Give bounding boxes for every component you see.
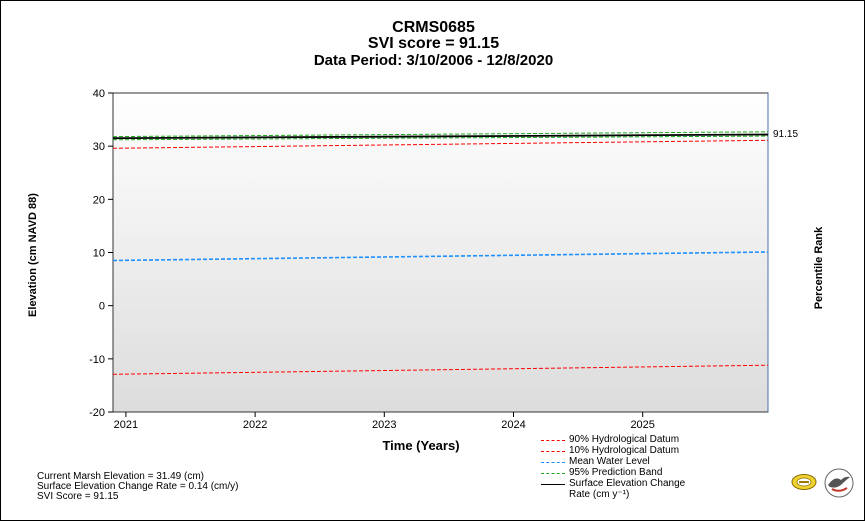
series-line	[112, 251, 769, 262]
legend-label: 95% Prediction Band	[569, 467, 663, 478]
y-tick-label: -10	[89, 354, 105, 366]
legend-item: 10% Hydrological Datum	[541, 446, 685, 457]
series-line	[112, 131, 769, 138]
y-tick-label: 40	[93, 88, 105, 100]
legend-item: 95% Prediction Band	[541, 468, 685, 479]
series-line	[112, 139, 769, 149]
right-axis-label: Percentile Rank	[813, 226, 825, 310]
legend-item: Mean Water Level	[541, 457, 685, 468]
legend-item: Surface Elevation Change	[541, 479, 685, 490]
series-line	[112, 133, 769, 140]
series-line	[112, 364, 769, 375]
plot-area	[112, 92, 769, 413]
legend-label-continued: Rate (cm y⁻¹)	[569, 489, 630, 500]
y-tick-label: 30	[93, 141, 105, 153]
legend: 90% Hydrological Datum 10% Hydrological …	[541, 435, 685, 501]
legend-item: 90% Hydrological Datum	[541, 435, 685, 446]
marsh-elevation-text: Current Marsh Elevation = 31.49 (cm)	[37, 471, 205, 482]
legend-swatch	[541, 446, 565, 456]
series-line	[112, 135, 769, 141]
x-tick-label: 2024	[501, 419, 525, 431]
legend-item-continued: Rate (cm y⁻¹)	[541, 490, 685, 501]
stats-block: Current Marsh Elevation = 31.49 (cm) Sur…	[37, 472, 239, 502]
y-tick-label: 10	[93, 248, 105, 260]
x-tick-label: 2025	[630, 419, 654, 431]
legend-label: Mean Water Level	[569, 456, 650, 467]
legend-swatch	[541, 468, 565, 478]
legend-swatch-blank	[541, 490, 565, 500]
crms-logo-icon	[791, 474, 817, 490]
legend-label: 90% Hydrological Datum	[569, 434, 680, 445]
bird-logo-icon	[824, 468, 854, 498]
x-axis-label: Time (Years)	[382, 438, 460, 453]
chart-subtitle: SVI score = 91.15	[367, 35, 500, 52]
legend-swatch	[541, 457, 565, 467]
legend-label: 10% Hydrological Datum	[569, 445, 680, 456]
y-tick-label: 20	[93, 194, 105, 206]
percentile-marker: 91.15	[773, 129, 798, 140]
chart-title: CRMS0685	[392, 19, 475, 36]
x-tick-label: 2022	[243, 419, 267, 431]
legend-swatch	[541, 479, 565, 489]
legend-label: Surface Elevation Change	[569, 478, 686, 489]
x-tick-label: 2023	[372, 419, 396, 431]
change-rate-text: Surface Elevation Change Rate = 0.14 (cm…	[37, 481, 239, 492]
x-tick-label: 2021	[114, 419, 138, 431]
y-axis-label: Elevation (cm NAVD 88)	[27, 193, 39, 317]
legend-swatch	[541, 435, 565, 445]
y-tick-label: -20	[89, 407, 105, 419]
y-tick-label: 0	[99, 301, 105, 313]
svi-score-text: SVI Score = 91.15	[37, 491, 119, 502]
data-period: Data Period: 3/10/2006 - 12/8/2020	[313, 52, 554, 69]
